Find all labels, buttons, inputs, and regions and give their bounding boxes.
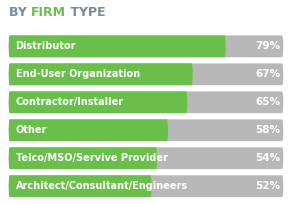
Text: Other: Other (16, 125, 47, 135)
FancyBboxPatch shape (9, 63, 283, 85)
Text: End-User Organization: End-User Organization (16, 69, 140, 79)
Text: Telco/MSO/Servive Provider: Telco/MSO/Servive Provider (16, 153, 168, 163)
Text: Architect/Consultant/Engineers: Architect/Consultant/Engineers (16, 181, 188, 191)
Text: Distributor: Distributor (16, 41, 76, 51)
FancyBboxPatch shape (9, 91, 187, 113)
FancyBboxPatch shape (9, 175, 283, 197)
FancyBboxPatch shape (9, 147, 283, 169)
Text: 58%: 58% (256, 125, 281, 135)
Text: 79%: 79% (256, 41, 281, 51)
Text: BY: BY (9, 6, 31, 19)
FancyBboxPatch shape (9, 63, 193, 85)
FancyBboxPatch shape (9, 119, 168, 141)
FancyBboxPatch shape (9, 91, 283, 113)
Text: 52%: 52% (256, 181, 281, 191)
FancyBboxPatch shape (9, 119, 283, 141)
Text: Contractor/Installer: Contractor/Installer (16, 97, 124, 107)
Text: 54%: 54% (256, 153, 281, 163)
Text: FIRM: FIRM (31, 6, 66, 19)
Text: 67%: 67% (256, 69, 281, 79)
Text: 65%: 65% (256, 97, 281, 107)
FancyBboxPatch shape (9, 35, 226, 57)
Text: TYPE: TYPE (66, 6, 106, 19)
FancyBboxPatch shape (9, 175, 152, 197)
FancyBboxPatch shape (9, 35, 283, 57)
FancyBboxPatch shape (9, 147, 157, 169)
